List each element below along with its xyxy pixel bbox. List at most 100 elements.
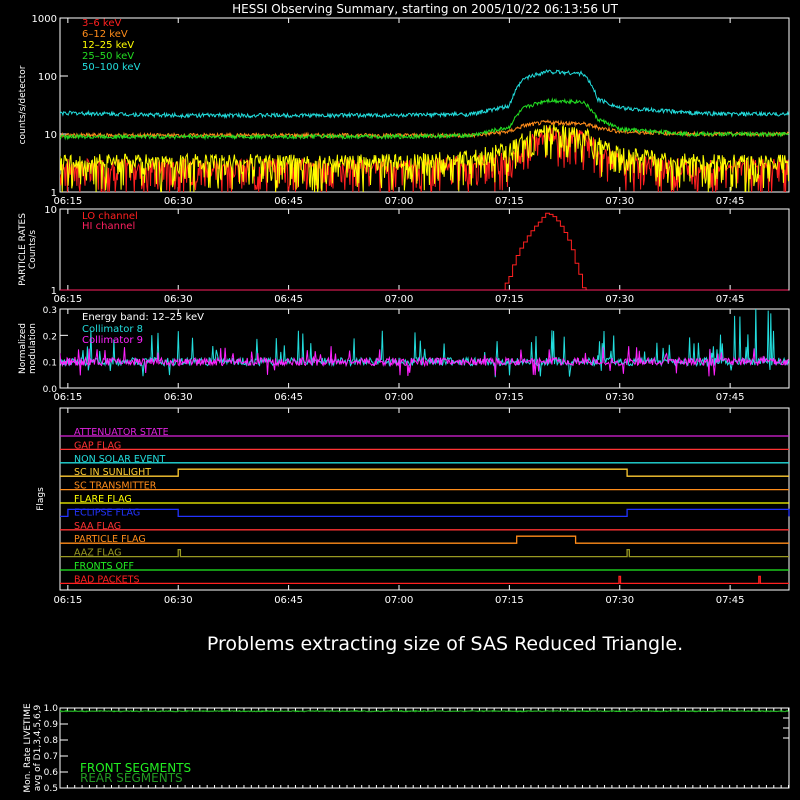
livetime-ytick-label: 0.5 xyxy=(44,784,58,794)
flags-time-label: 07:30 xyxy=(605,595,634,606)
flags-time-label: 07:15 xyxy=(495,595,524,606)
flags-time-label: 07:00 xyxy=(385,595,414,606)
flag-line-11 xyxy=(60,575,789,585)
modulation-ytick-label: 0.3 xyxy=(43,306,57,316)
flags-time-label: 06:15 xyxy=(53,595,82,606)
particle-ylabel: PARTICLE RATES Counts/s xyxy=(18,213,38,286)
particle-time-label: 06:30 xyxy=(164,294,193,305)
lightcurve-frame xyxy=(59,17,790,193)
flag-line-3 xyxy=(60,468,789,477)
flag-label: NON SOLAR EVENT xyxy=(74,454,165,465)
particle-time-label: 07:00 xyxy=(385,294,414,305)
particle-ylabel-line: Counts/s xyxy=(28,230,38,269)
modulation-series-1 xyxy=(60,346,789,377)
flag-label: AAZ FLAG xyxy=(74,548,121,559)
modulation-annotation: Energy band: 12–25 keV xyxy=(82,312,204,323)
flags-time-label: 06:30 xyxy=(164,595,193,606)
flag-label: SC IN SUNLIGHT xyxy=(74,467,151,478)
flags-frame xyxy=(59,407,790,591)
lightcurve-ylabel-line: counts/s/detector xyxy=(18,65,28,144)
lightcurve-ytick-label: 1 xyxy=(51,188,57,199)
modulation-series-0 xyxy=(60,309,789,378)
particle-frame xyxy=(59,208,790,291)
livetime-ytick-label: 0.7 xyxy=(44,752,58,762)
livetime-frame xyxy=(59,707,790,789)
legend-entry: 25–50 keV xyxy=(82,51,134,62)
particle-time-label: 06:15 xyxy=(53,294,82,305)
modulation-ylabel: Normalized modulation xyxy=(18,323,38,374)
modulation-ytick-label: 0.2 xyxy=(43,332,57,342)
modulation-ytick-label: 0.0 xyxy=(43,385,58,395)
flag-label: GAP FLAG xyxy=(74,440,121,451)
flag-label: FRONTS OFF xyxy=(74,561,134,572)
modulation-ytick-label: 0.1 xyxy=(43,359,57,369)
lightcurve-time-label: 06:15 xyxy=(53,196,82,207)
modulation-time-label: 06:30 xyxy=(164,392,193,403)
flag-label: SC TRANSMITTER xyxy=(74,481,157,492)
particle-ytick-label: 10 xyxy=(44,205,57,216)
lightcurve-time-label: 07:15 xyxy=(495,196,524,207)
modulation-ylabel-line: Normalized xyxy=(18,323,28,374)
particle-time-label: 07:30 xyxy=(605,294,634,305)
modulation-ylabel-line: modulation xyxy=(28,323,38,374)
lightcurve-time-label: 07:30 xyxy=(605,196,634,207)
legend-entry: 12–25 keV xyxy=(82,40,134,51)
flag-label: ECLIPSE FLAG xyxy=(74,507,140,518)
flag-line-6 xyxy=(60,508,790,518)
modulation-time-label: 06:15 xyxy=(53,392,82,403)
livetime-ytick-label: 1.0 xyxy=(44,704,59,714)
lightcurve-ytick-label: 100 xyxy=(38,72,57,83)
flag-label: PARTICLE FLAG xyxy=(74,534,146,545)
livetime-ylabel-line: Mon. Rate LIVETIME xyxy=(23,703,33,793)
livetime-ytick-label: 0.8 xyxy=(44,736,59,746)
modulation-time-label: 06:45 xyxy=(274,392,303,403)
livetime-ytick-label: 0.6 xyxy=(44,768,59,778)
modulation-time-label: 07:15 xyxy=(495,392,524,403)
legend-entry: LO channel xyxy=(82,211,138,222)
flag-label: BAD PACKETS xyxy=(74,574,140,585)
modulation-time-label: 07:00 xyxy=(385,392,414,403)
flags-time-label: 07:45 xyxy=(716,595,745,606)
particle-time-label: 06:45 xyxy=(274,294,303,305)
chart-title: HESSI Observing Summary, starting on 200… xyxy=(232,2,618,16)
flags-ylabel: Flags xyxy=(36,487,46,511)
lightcurve-series-2 xyxy=(60,124,789,192)
lightcurve-ytick-label: 10 xyxy=(44,130,57,141)
lightcurve-time-label: 07:00 xyxy=(385,196,414,207)
particle-time-label: 07:15 xyxy=(495,294,524,305)
flags-ylabel-line: Flags xyxy=(36,487,46,511)
lightcurve-ytick-label: 1000 xyxy=(32,14,57,25)
legend-entry: FRONT SEGMENTS xyxy=(80,761,191,775)
particle-time-label: 07:45 xyxy=(716,294,745,305)
modulation-plot xyxy=(60,309,789,378)
livetime-ylabel: Mon. Rate LIVETIME avg of D1,3,4,5,6,9 xyxy=(23,703,43,793)
legend-entry: 50–100 keV xyxy=(82,62,141,73)
legend-entry: REAR SEGMENTS xyxy=(80,771,183,785)
legend-entry: HI channel xyxy=(82,221,135,232)
livetime-ylabel-line: avg of D1,3,4,5,6,9 xyxy=(33,704,43,791)
lightcurve-plot xyxy=(60,69,789,192)
modulation-time-label: 07:30 xyxy=(605,392,634,403)
lightcurve-time-label: 06:30 xyxy=(164,196,193,207)
livetime-series-1 xyxy=(59,710,789,713)
lightcurve-ylabel: counts/s/detector xyxy=(18,65,28,144)
particle-series-0 xyxy=(60,212,789,291)
flag-line-8 xyxy=(60,535,789,544)
lightcurve-series-4 xyxy=(60,69,789,120)
sas-error-message: Problems extracting size of SAS Reduced … xyxy=(207,633,683,655)
flag-label: FLARE FLAG xyxy=(74,494,132,505)
legend-entry: Collimator 9 xyxy=(82,335,143,346)
flags-time-label: 06:45 xyxy=(274,595,303,606)
flag-label: SAA FLAG xyxy=(74,521,121,532)
legend-entry: 3–6 keV xyxy=(82,18,121,29)
flag-label: ATTENUATOR STATE xyxy=(74,427,169,438)
lightcurve-series-3 xyxy=(60,97,789,141)
lightcurve-time-label: 07:45 xyxy=(716,196,745,207)
modulation-frame xyxy=(59,308,790,389)
livetime-ytick-label: 0.9 xyxy=(44,720,59,730)
particle-ylabel-line: PARTICLE RATES xyxy=(18,213,28,286)
flag-line-9 xyxy=(60,548,789,558)
particle-ytick-label: 1 xyxy=(51,286,57,297)
